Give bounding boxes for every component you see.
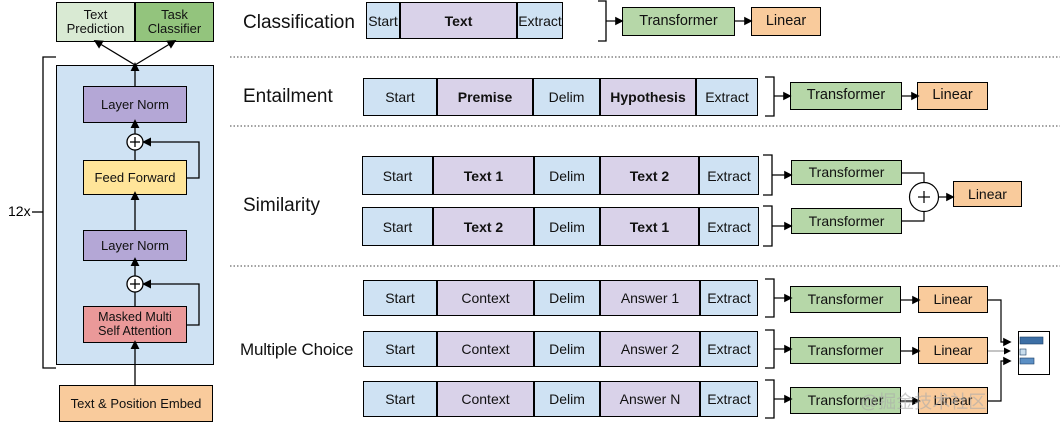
svg-text:12x: 12x <box>8 203 31 219</box>
